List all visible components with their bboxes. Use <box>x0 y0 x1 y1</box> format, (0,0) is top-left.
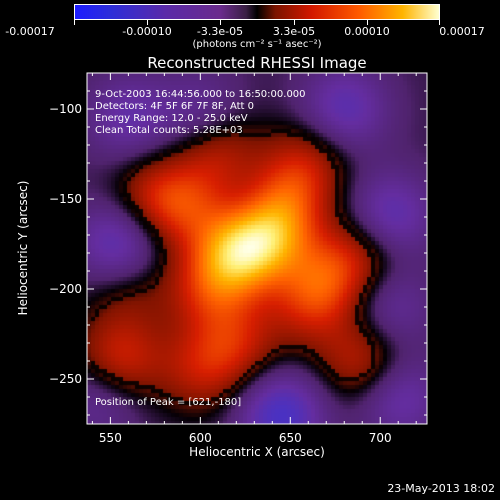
x-tick-label-1: 600 <box>189 431 212 445</box>
colorbar <box>74 4 440 20</box>
y-tick-label-0: −100 <box>49 102 82 116</box>
chart-title: Reconstructed RHESSI Image <box>147 54 367 72</box>
colorbar-label-3: 3.3e-05 <box>272 25 316 38</box>
heatmap-image <box>87 73 427 424</box>
y-tick-label-3: −250 <box>49 372 82 386</box>
colorbar-label-0: -0.00017 <box>5 25 55 38</box>
colorbar-label-5: 0.00017 <box>439 25 485 38</box>
x-tick-label-3: 700 <box>369 431 392 445</box>
colorbar-unit: (photons cm⁻² s⁻¹ asec⁻²) <box>192 39 322 50</box>
x-tick-label-2: 650 <box>279 431 302 445</box>
plot-frame <box>86 72 428 425</box>
x-tick-label-0: 550 <box>99 431 122 445</box>
y-axis-label: Heliocentric Y (arcsec) <box>16 180 30 316</box>
colorbar-label-4: 0.00010 <box>344 25 390 38</box>
y-tick-label-1: −150 <box>49 192 82 206</box>
detectors-label: Detectors: 4F 5F 6F 7F 8F, Att 0 <box>95 101 255 112</box>
colorbar-label-2: -3.3e-05 <box>196 25 244 38</box>
energy-range-label: Energy Range: 12.0 - 25.0 keV <box>95 113 248 124</box>
time-range-label: 9-Oct-2003 16:44:56.000 to 16:50:00.000 <box>95 89 306 100</box>
y-tick-label-2: −200 <box>49 282 82 296</box>
colorbar-label-1: -0.00010 <box>122 25 172 38</box>
timestamp: 23-May-2013 18:02 <box>387 482 495 495</box>
counts-label: Clean Total counts: 5.28E+03 <box>95 125 243 136</box>
x-axis-label: Heliocentric X (arcsec) <box>189 445 325 459</box>
peak-position-label: Position of Peak = [621,-180] <box>95 397 242 408</box>
